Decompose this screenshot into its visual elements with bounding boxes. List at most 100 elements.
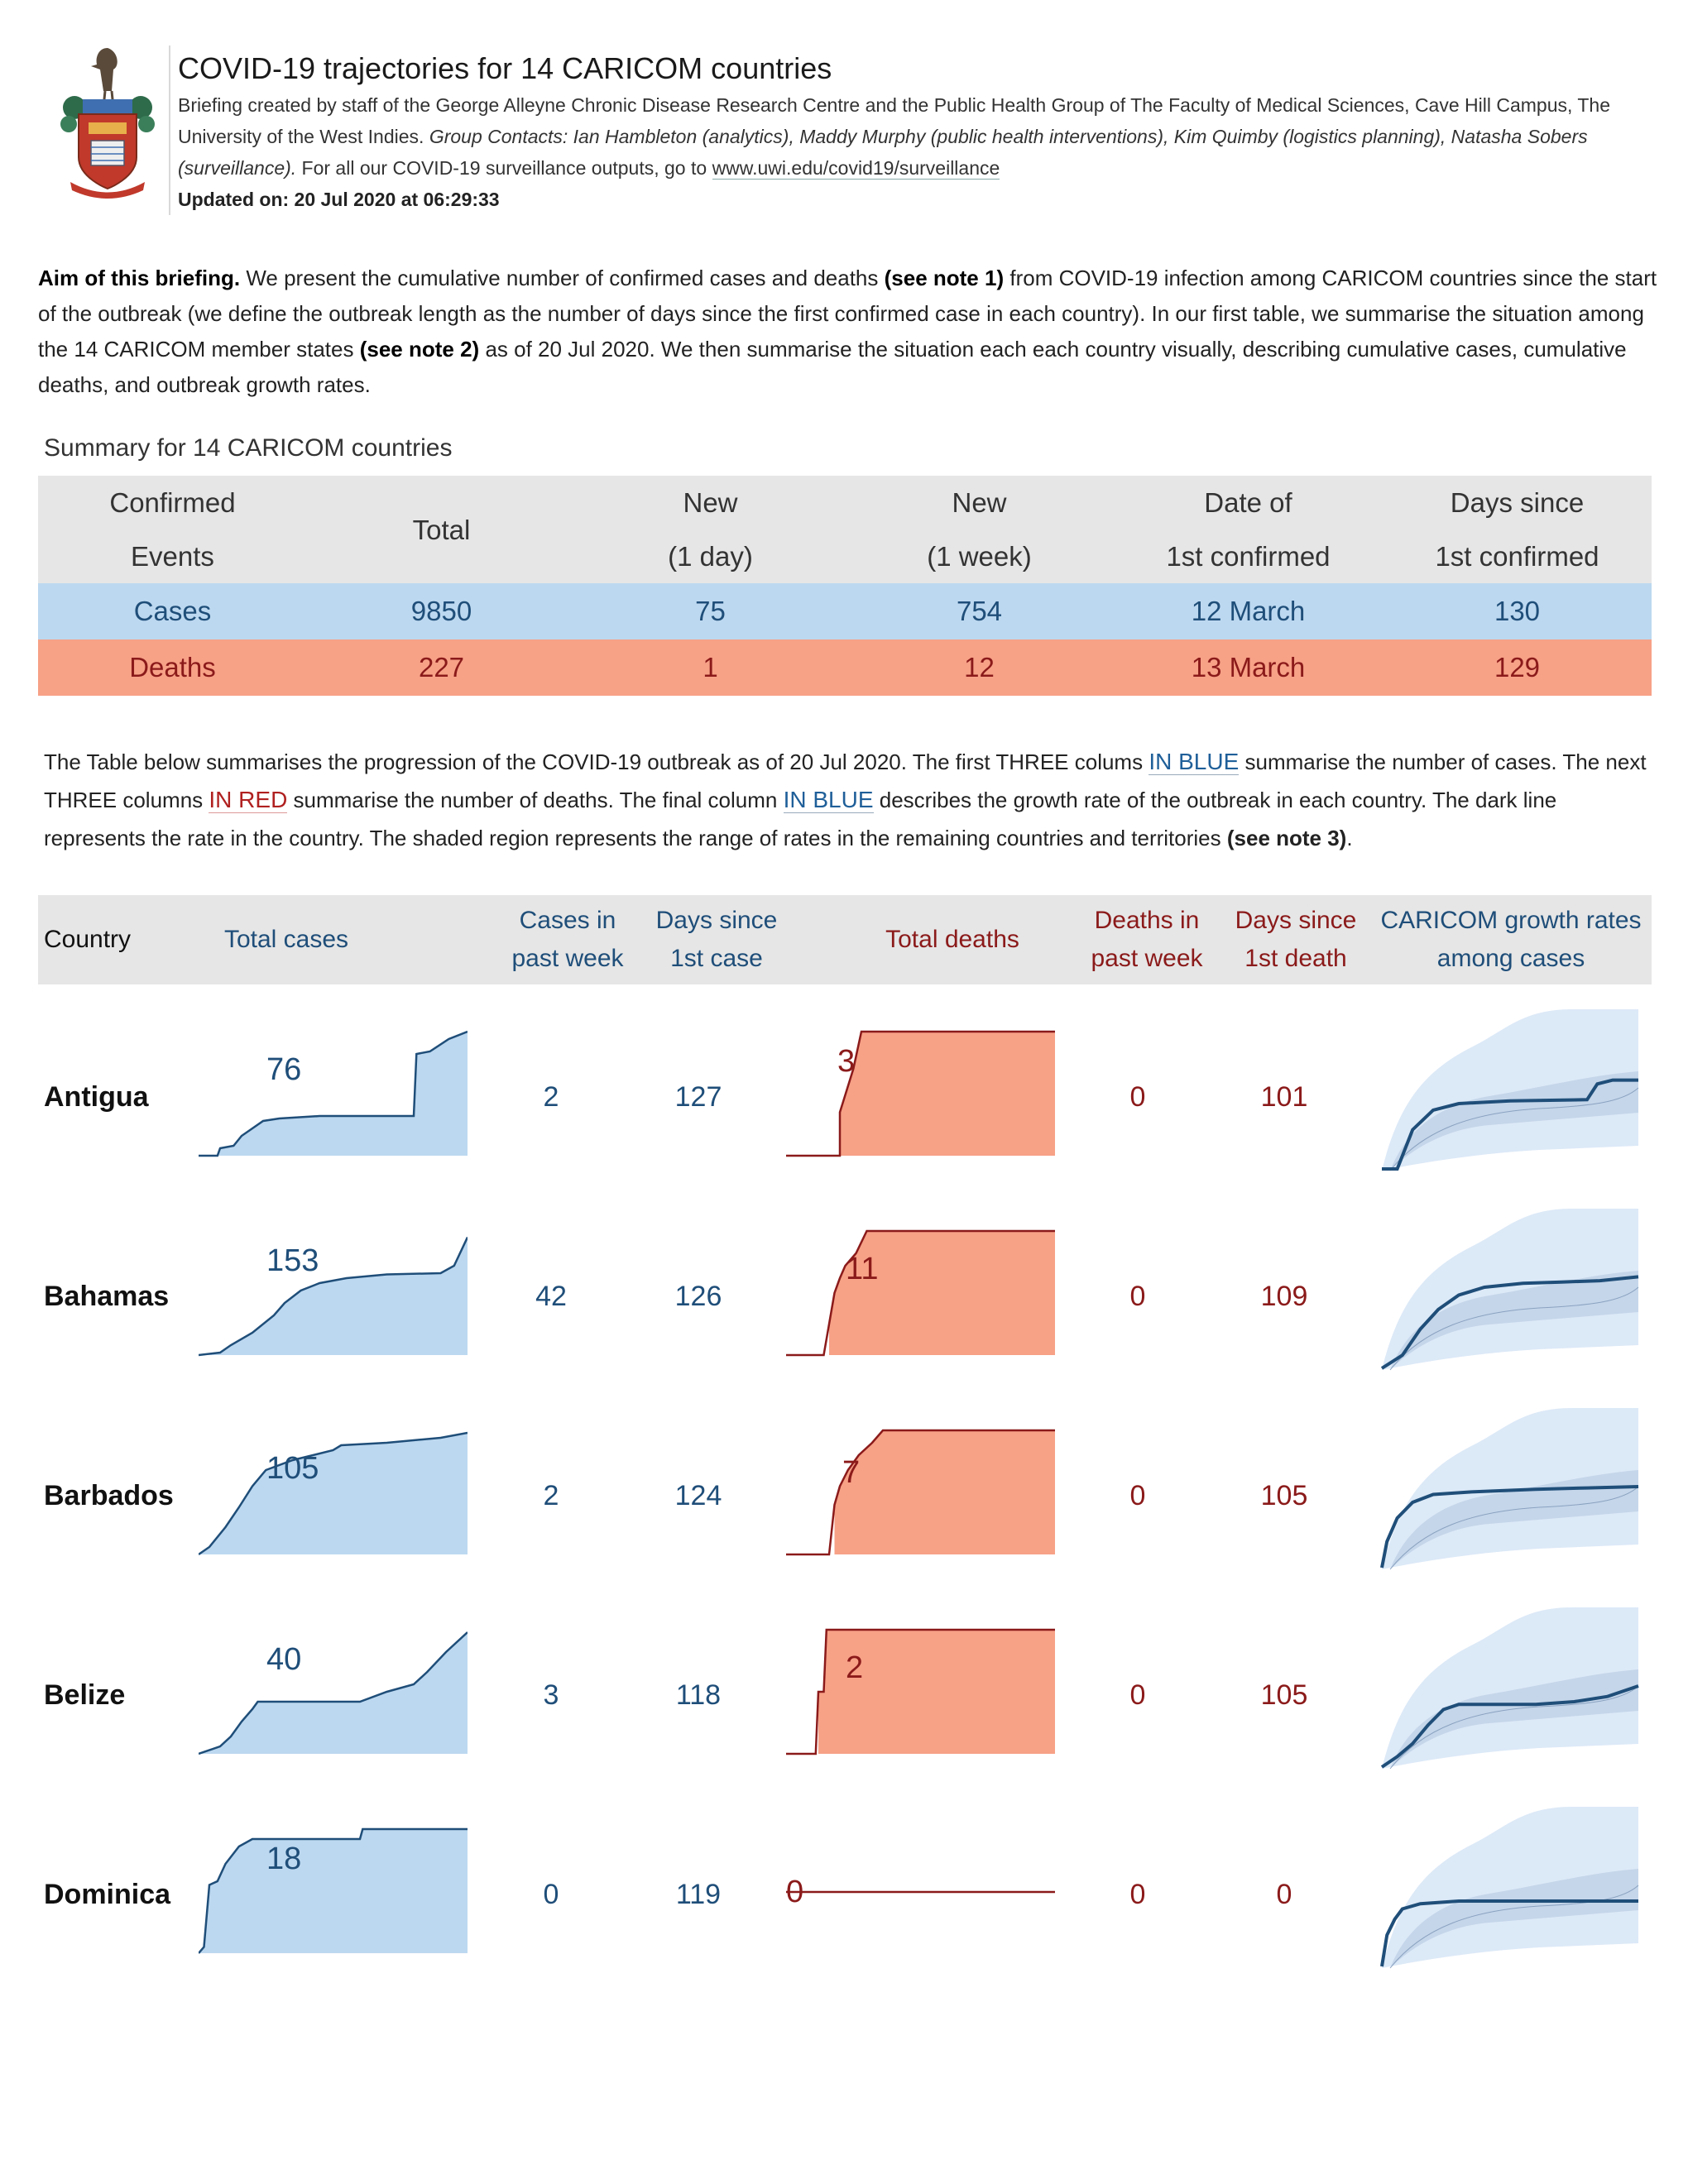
col-total-deaths: Total deaths: [885, 926, 1019, 953]
days-since-first-death: 105: [1260, 1679, 1308, 1711]
total-deaths-label: 2: [846, 1650, 863, 1685]
surveillance-link[interactable]: www.uwi.edu/covid19/surveillance: [712, 157, 1000, 180]
summary-cell: Deaths: [129, 652, 216, 682]
note-3-ref: (see note 3): [1226, 826, 1347, 850]
days-since-first-case: 127: [674, 1081, 722, 1113]
cases-past-week: 0: [543, 1879, 559, 1910]
intro-text: summarise the number of cases. The next …: [44, 750, 1647, 812]
outputs-text: For all our COVID-19 surveillance output…: [301, 157, 707, 179]
summary-cell: 12: [964, 652, 995, 682]
cases-sparkline: 40: [199, 1631, 468, 1755]
summary-header-cell: Date of 1st confirmed: [1166, 487, 1331, 572]
total-deaths-label: 11: [846, 1252, 878, 1286]
days-since-first-case: 118: [675, 1679, 722, 1711]
table-intro-paragraph: The Table below summarises the progressi…: [44, 743, 1653, 857]
col-total-cases: Total cases: [223, 926, 349, 953]
total-cases-label: 105: [266, 1451, 319, 1486]
note-2-ref: (see note 2): [359, 337, 480, 362]
in-blue-tag: IN BLUE: [1149, 749, 1240, 775]
group-contacts: Group Contacts: Ian Hambleton (analytics…: [178, 126, 1588, 179]
deaths-sparkline: 0: [786, 1875, 1055, 1909]
deaths-sparkline: 11: [786, 1229, 1055, 1357]
deaths-past-week: 0: [1129, 1879, 1146, 1910]
summary-cell: 1: [703, 652, 718, 682]
col-cases-week: Cases in past week: [511, 907, 624, 972]
aim-lead: Aim of this briefing.: [38, 266, 241, 290]
byline: Briefing created by staff of the George …: [178, 89, 1659, 184]
country-table-header: Country Total cases Cases in past week Da…: [38, 895, 1652, 984]
in-blue-tag: IN BLUE: [783, 787, 874, 813]
total-cases-label: 76: [266, 1052, 301, 1087]
summary-cell: 12 March: [1191, 596, 1306, 626]
country-name: Bahamas: [44, 1281, 170, 1312]
uwi-crest-logo: [60, 48, 155, 199]
summary-deaths-row: Deaths 227 1 12 13 March 129: [38, 639, 1652, 696]
country-name: Dominica: [44, 1879, 171, 1910]
col-growth-rates: CARICOM growth rates among cases: [1380, 907, 1642, 972]
col-country: Country: [44, 926, 132, 953]
days-since-first-death: 109: [1260, 1281, 1308, 1312]
aim-text-2: from COVID-19 infection among CARICOM co…: [38, 266, 1657, 362]
table-row-belize: Belize 40 3 118 2 0 105: [0, 1603, 1688, 1802]
growth-rate-chart: [1380, 1607, 1639, 1770]
cases-sparkline: 76: [199, 1030, 468, 1157]
table-row-antigua: Antigua 76 2 127 3 0 101: [0, 1005, 1688, 1204]
total-deaths-label: 3: [837, 1044, 855, 1079]
summary-cell: 9850: [410, 596, 472, 626]
summary-cell: 227: [418, 652, 465, 682]
deaths-sparkline: 7: [786, 1429, 1055, 1556]
country-name: Antigua: [44, 1081, 149, 1113]
summary-header-row: Confirmed Events Total New (1 day) New (1 w…: [38, 476, 1652, 583]
summary-table: Confirmed Events Total New (1 day) New (1 w…: [38, 476, 1652, 696]
page-title: COVID-19 trajectories for 14 CARICOM cou…: [178, 51, 832, 85]
summary-cell: 13 March: [1191, 652, 1306, 682]
growth-rate-chart: [1382, 1009, 1639, 1171]
briefing-header: COVID-19 trajectories for 14 CARICOM cou…: [178, 48, 1659, 215]
days-since-first-death: 101: [1260, 1081, 1308, 1113]
summary-cell: 75: [695, 596, 726, 626]
intro-text: The Table below summarises the progressi…: [44, 750, 1144, 774]
col-days-death: Days since 1st death: [1235, 907, 1357, 972]
col-deaths-week: Deaths in past week: [1091, 907, 1203, 972]
deaths-past-week: 0: [1129, 1679, 1146, 1711]
total-deaths-label: 7: [842, 1455, 860, 1490]
total-cases-label: 40: [266, 1642, 301, 1677]
updated-timestamp: Updated on: 20 Jul 2020 at 06:29:33: [178, 189, 500, 210]
summary-cases-row: Cases 9850 75 754 12 March 130: [38, 583, 1652, 639]
summary-title: Summary for 14 CARICOM countries: [44, 434, 453, 462]
aim-text-3: as of 20 Jul 2020. We then summarise the…: [38, 337, 1627, 397]
aim-paragraph: Aim of this briefing. We present the cum…: [38, 261, 1660, 403]
days-since-first-case: 119: [675, 1879, 722, 1910]
cases-sparkline: 18: [199, 1827, 468, 1954]
cases-past-week: 2: [543, 1480, 559, 1511]
summary-header-cell: New (1 week): [927, 487, 1032, 572]
growth-rate-chart: [1380, 1209, 1639, 1371]
cases-past-week: 3: [543, 1679, 559, 1711]
table-row-barbados: Barbados 105 2 124 7 0 105: [0, 1404, 1688, 1602]
intro-text: describes the growth rate of the outbrea…: [44, 788, 1557, 850]
cases-sparkline: 153: [199, 1236, 468, 1357]
summary-cell: 754: [956, 596, 1003, 626]
summary-header-cell: Total: [412, 514, 471, 545]
total-cases-label: 153: [266, 1243, 319, 1278]
country-name: Belize: [44, 1679, 126, 1711]
days-since-first-case: 124: [674, 1480, 722, 1511]
intro-text: .: [1346, 826, 1353, 850]
table-row-dominica: Dominica 18 0 119 0 0 0: [0, 1803, 1688, 2001]
deaths-past-week: 0: [1129, 1081, 1146, 1113]
summary-header-cell: Days since 1st confirmed: [1435, 487, 1599, 572]
header-divider: [169, 46, 170, 215]
deaths-sparkline: 2: [786, 1628, 1055, 1755]
in-red-tag: IN RED: [209, 787, 288, 813]
summary-header-cell: Confirmed Events: [109, 487, 236, 572]
summary-cell: 129: [1494, 652, 1541, 682]
deaths-past-week: 0: [1129, 1480, 1146, 1511]
total-deaths-label: 0: [786, 1875, 803, 1909]
table-row-bahamas: Bahamas 153 42 126 11 0 109: [0, 1205, 1688, 1403]
note-1-ref: (see note 1): [884, 266, 1005, 290]
deaths-sparkline: 3: [786, 1030, 1055, 1157]
summary-cell: 130: [1494, 596, 1541, 626]
days-since-first-death: 0: [1276, 1879, 1292, 1910]
days-since-first-death: 105: [1260, 1480, 1308, 1511]
